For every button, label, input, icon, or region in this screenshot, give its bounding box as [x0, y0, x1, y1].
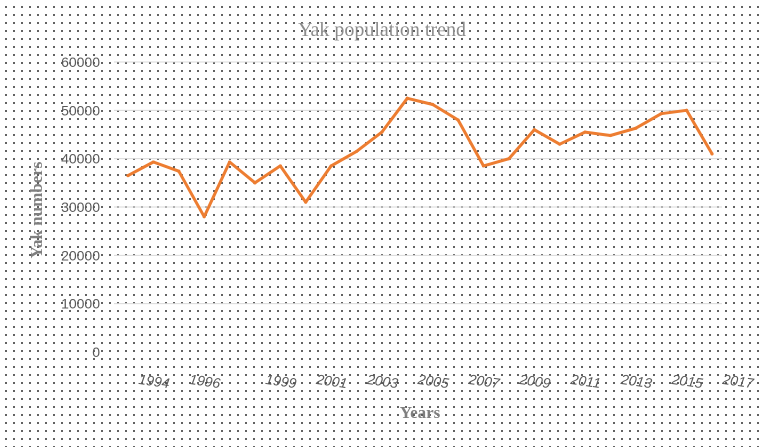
x-tick-label: 2013 [619, 371, 653, 391]
x-tick-label: 2007 [467, 371, 502, 391]
y-tick-label: 0 [92, 344, 100, 360]
x-tick-label: 2011 [569, 371, 602, 391]
y-tick-label: 30000 [61, 199, 100, 215]
x-tick-label: 1999 [265, 371, 298, 391]
data-point [278, 164, 282, 168]
x-tick-label: 2001 [314, 371, 348, 391]
y-tick-label: 20000 [61, 247, 100, 263]
chart-title: Yak population trend [298, 19, 466, 41]
data-point [507, 157, 511, 161]
series-line [126, 96, 714, 219]
x-axis-label: Years [400, 403, 441, 422]
data-point [151, 160, 155, 164]
data-point [253, 181, 257, 185]
x-tick-label: 1994 [138, 371, 171, 391]
data-point [431, 102, 435, 107]
x-tick-label: 2015 [670, 371, 704, 391]
data-point [202, 215, 206, 219]
data-point [659, 112, 663, 116]
data-point [329, 164, 333, 168]
x-tick-label: 2003 [365, 371, 399, 391]
y-tick-label: 10000 [61, 296, 100, 312]
data-point [481, 164, 486, 168]
x-tick-label: 2017 [721, 371, 756, 391]
x-tick-label: 2005 [416, 371, 450, 391]
data-point [354, 149, 359, 154]
data-point [608, 133, 613, 138]
y-tick-label: 40000 [61, 151, 100, 167]
data-point [304, 200, 308, 204]
x-tick-label: 2009 [517, 371, 551, 391]
x-axis-ticks: 1994 1996 1999 2001 2003 2005 2007 2009 2011 2013… [138, 371, 756, 391]
gridlines [114, 61, 722, 305]
data-point [558, 142, 562, 146]
data-point [177, 169, 181, 173]
y-axis-label: Yak numbers [27, 161, 46, 258]
x-tick-label: 1996 [188, 371, 221, 391]
data-point [227, 160, 232, 164]
series-layer [126, 96, 714, 219]
y-tick-label: 60000 [61, 54, 100, 70]
y-tick-label: 50000 [61, 102, 100, 118]
data-point [380, 130, 384, 134]
data-point [634, 126, 638, 130]
data-point [456, 118, 460, 122]
data-point [532, 128, 536, 132]
data-point [126, 173, 130, 178]
data-point [685, 108, 689, 112]
y-axis-ticks: 0 10000 20000 30000 40000 50000 60000 [61, 54, 100, 360]
data-point [710, 152, 714, 156]
data-point [405, 96, 409, 100]
data-point [583, 130, 587, 134]
